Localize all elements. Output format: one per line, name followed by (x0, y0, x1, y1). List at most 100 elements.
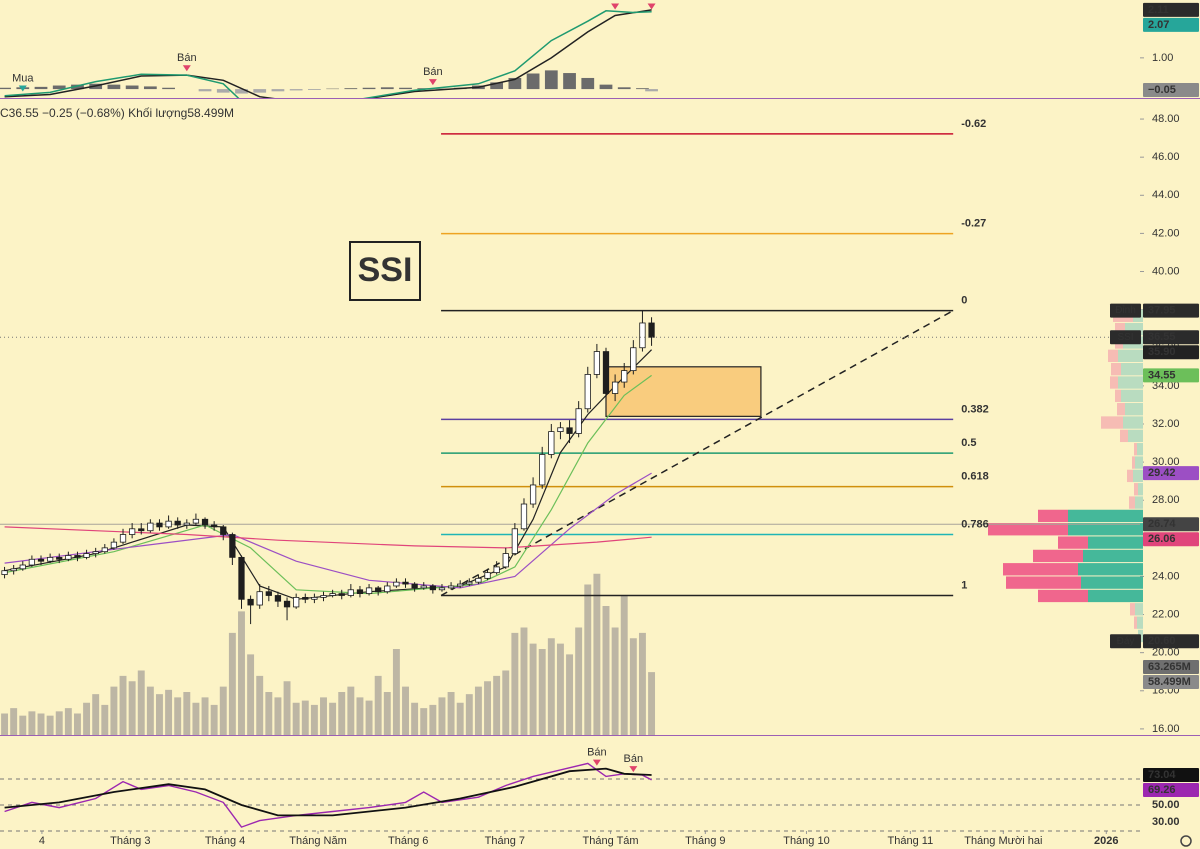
candle-body (611, 381, 619, 394)
candle-body (65, 555, 72, 560)
price-badge (1143, 768, 1199, 783)
volume-bar (83, 702, 91, 735)
profile-sell (1134, 443, 1137, 456)
candle-body (10, 568, 17, 572)
price-tag (1110, 330, 1141, 345)
price-tag (1110, 303, 1141, 318)
candle-body (247, 598, 254, 606)
signal-marker (611, 3, 620, 10)
candle-body (402, 581, 409, 585)
volume-bar (593, 573, 601, 735)
candle-body (92, 551, 99, 554)
signal-label: Mua (12, 72, 34, 84)
profile-sell (1006, 576, 1081, 589)
volume-bar (274, 697, 282, 735)
fib-label: 0.786 (961, 518, 989, 530)
price-badge (1143, 330, 1199, 345)
signal-marker (647, 3, 656, 10)
x-tick-label: Tháng 3 (110, 835, 150, 847)
candle-body (183, 522, 190, 526)
x-tick-label: 2026 (1094, 835, 1118, 847)
volume-bar (28, 711, 36, 735)
candle-body (557, 427, 564, 433)
histogram-bar (289, 89, 303, 91)
candle-body (457, 583, 464, 587)
signal-marker (428, 79, 437, 86)
y-tick-label: 34.00 (1152, 380, 1180, 392)
volume-bar (456, 702, 464, 735)
profile-buy (1068, 523, 1143, 536)
y-tick-label: 46.00 (1152, 151, 1180, 163)
volume-bar (37, 713, 45, 735)
histogram-bar (71, 84, 84, 90)
y-tick-label: 24.00 (1152, 570, 1180, 582)
x-tick-label: Tháng 4 (205, 835, 245, 847)
volume-bar (1, 713, 9, 735)
candle-body (283, 600, 291, 608)
signal-label: Bán (624, 753, 644, 765)
volume-bar (392, 649, 400, 735)
signal-marker (592, 759, 601, 766)
volume-bar (411, 702, 419, 735)
volume-bar (374, 675, 382, 735)
profile-sell (1101, 416, 1123, 429)
profile-buy (1135, 496, 1143, 509)
candle-body (220, 526, 227, 535)
candle-body (28, 558, 36, 566)
volume-bar (629, 638, 637, 735)
candle-body (83, 553, 90, 558)
y-tick-label: 40.00 (1152, 265, 1180, 277)
volume-bar (10, 708, 18, 735)
volume-bar (238, 611, 245, 735)
fib-label: 0.5 (961, 437, 976, 449)
histogram-bar (271, 89, 285, 92)
volume-bar (465, 694, 473, 735)
candle-body (484, 572, 491, 579)
settings-icon[interactable] (1180, 835, 1192, 847)
price-badge (1143, 2, 1199, 17)
volume-bar (529, 643, 537, 735)
profile-buy (1118, 376, 1143, 389)
y-tick-label: 32.00 (1152, 418, 1180, 430)
candle-body (502, 553, 509, 568)
volume-bar (556, 643, 564, 735)
price-badge (1143, 783, 1199, 798)
candle-body (347, 589, 354, 596)
signal-label: Bán (642, 0, 662, 2)
profile-sell (1038, 509, 1068, 523)
profile-buy (1078, 563, 1143, 576)
volume-bar (511, 632, 519, 735)
annotation-box (349, 241, 421, 301)
candle-body (630, 347, 637, 372)
price-badge-label: 20.60 (1148, 635, 1176, 647)
price-badge (1143, 634, 1199, 649)
candle-body (19, 564, 26, 570)
volume-bar (192, 702, 200, 735)
profile-buy (1137, 616, 1143, 629)
profile-sell (1058, 536, 1088, 549)
x-tick-label: Tháng Năm (289, 835, 346, 847)
volume-bar (584, 584, 592, 735)
y-tick-label: 1.00 (1152, 52, 1173, 64)
profile-sell (1134, 616, 1137, 629)
profile-buy (1081, 576, 1143, 589)
candle-body (192, 518, 200, 524)
price-badge-label: −0.05 (1148, 84, 1176, 96)
price-badge-label: 63.265M (1148, 661, 1191, 673)
price-badge-label: 73.04 (1148, 769, 1176, 781)
histogram-bar (125, 85, 139, 90)
profile-sell (1120, 429, 1128, 443)
candle-body (602, 351, 610, 394)
volume-bar (547, 638, 555, 735)
candle-body (420, 585, 427, 589)
profile-sell (1130, 603, 1135, 616)
indicator-line (4, 10, 652, 98)
histogram-bar (581, 77, 595, 90)
volume-bar (128, 681, 136, 735)
histogram-bar (308, 89, 321, 90)
histogram-bar (599, 84, 613, 90)
candle-body (101, 547, 108, 553)
histogram-bar (563, 73, 576, 90)
candle-body (37, 558, 45, 562)
volume-bar (420, 708, 428, 735)
